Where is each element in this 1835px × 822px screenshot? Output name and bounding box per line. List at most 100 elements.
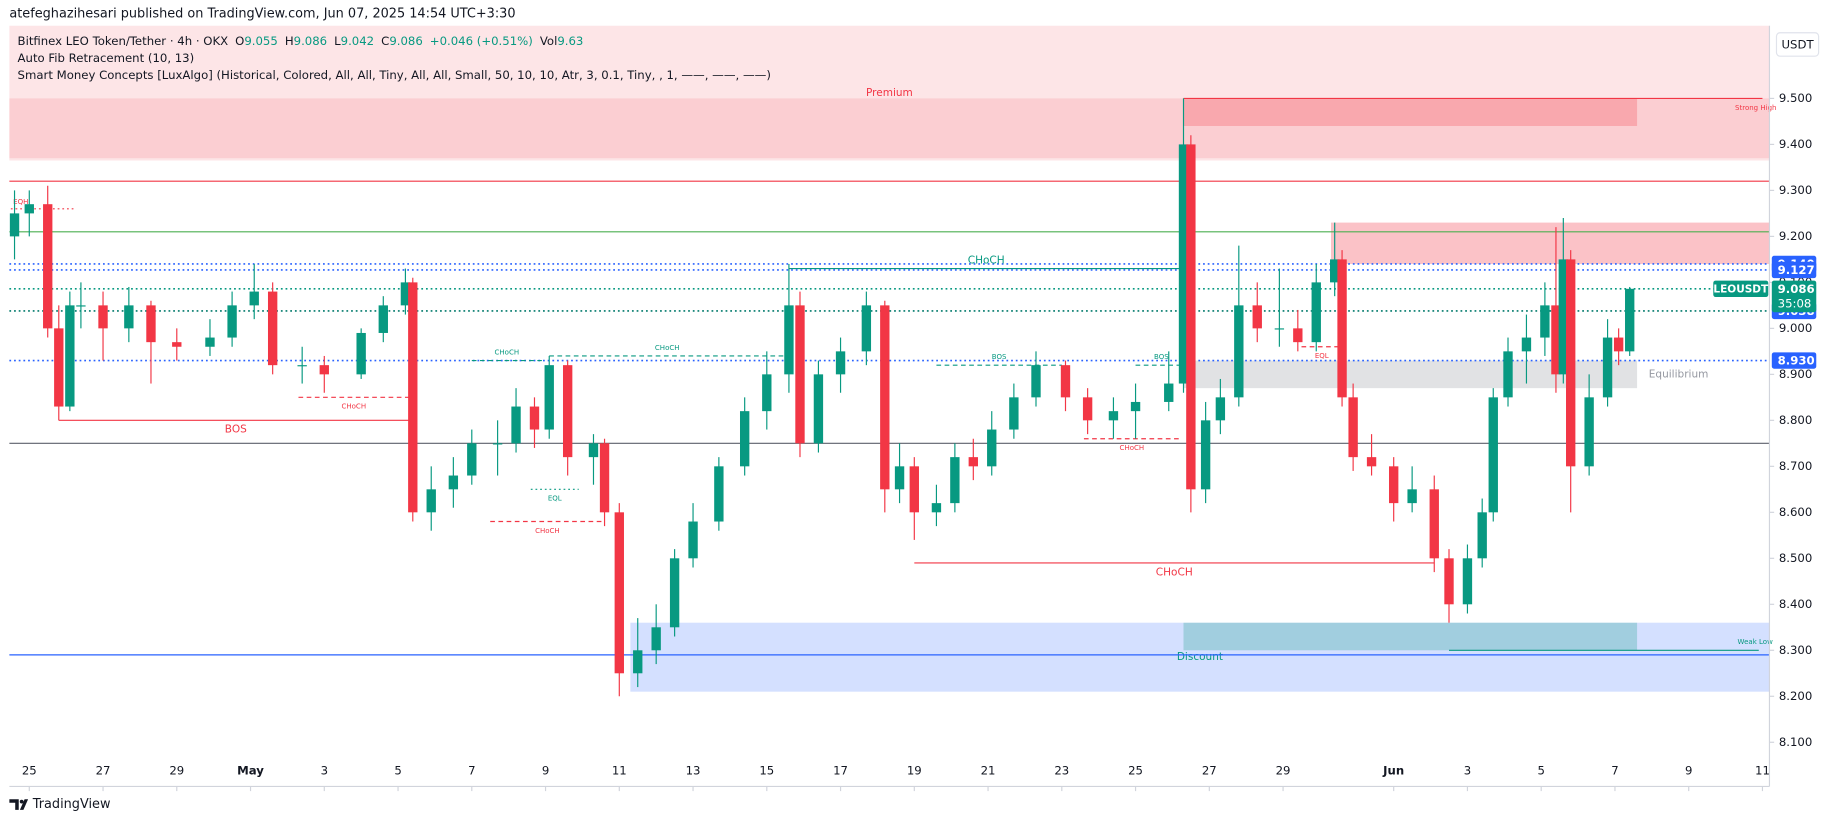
x-tick-label: 3 [321, 764, 328, 778]
candle-body [1130, 401, 1141, 412]
y-tick-label: 9.000 [1779, 321, 1812, 335]
symbol-title: Bitfinex LEO Token/Tether · 4h · OKX [18, 33, 229, 47]
ohlc-key: H [285, 33, 294, 47]
currency[interactable]: USDT [1781, 38, 1814, 52]
candle-body [968, 457, 978, 467]
zone [9, 98, 1770, 159]
y-tick-label: 8.500 [1779, 551, 1812, 565]
y-tick-label: 8.800 [1779, 413, 1812, 427]
axes: 8.100 8.200 8.300 8.400 8.500 8.600 8.700 8.800… [22, 91, 1817, 792]
x-tick-label: 19 [907, 764, 922, 778]
ohlc-key: L [334, 33, 341, 47]
candle-body [146, 305, 156, 343]
candle-body [1186, 144, 1196, 490]
x-tick-label: May [237, 764, 264, 778]
candle-body [599, 443, 610, 513]
x-tick-label: 9 [1685, 764, 1692, 778]
zone [630, 622, 1770, 692]
x-tick-label: 25 [1128, 764, 1143, 778]
last-price-badge [1771, 280, 1817, 313]
candle-body [511, 406, 521, 444]
zone-label: Discount [1177, 651, 1223, 663]
candle-body [1584, 397, 1594, 467]
x-tick-label: 7 [1611, 764, 1618, 778]
candle-body [795, 305, 805, 444]
ohlc-key: C [381, 33, 389, 47]
candle-body [1164, 383, 1174, 402]
ohlc-value: 9.086 [294, 33, 327, 47]
candle-body [1330, 259, 1340, 283]
candle-body [1477, 512, 1487, 559]
structure-label: EQL [548, 494, 562, 503]
volume-value: 9.63 [557, 33, 583, 47]
x-tick-label: 11 [1755, 764, 1770, 778]
candle-body [1082, 397, 1093, 421]
candle-body [950, 457, 960, 504]
structure-label: EQL [1315, 351, 1329, 360]
structure-label: CHoCH [968, 254, 1005, 266]
candle-body [467, 443, 477, 476]
candle-body [1293, 328, 1303, 343]
candle-body [1558, 259, 1569, 375]
candle-body [909, 466, 919, 513]
ohlc-key: O [235, 33, 244, 47]
x-tick-label: 13 [686, 764, 701, 778]
y-tick-label: 8.300 [1779, 643, 1812, 657]
legend-line: Bitfinex LEO Token/Tether · 4h · OKX O 9.0… [18, 33, 584, 47]
x-tick-label: Jun [1382, 764, 1404, 778]
structure-label: BOS [225, 424, 247, 436]
candle-body [1337, 259, 1347, 398]
price-badge-label: 8.930 [1778, 354, 1815, 368]
candle-body [65, 305, 75, 407]
candle-body [784, 305, 794, 375]
structure-label: CHoCH [535, 526, 560, 535]
candle-body [356, 332, 366, 375]
candle-body [1407, 489, 1417, 504]
structure-label: CHoCH [655, 343, 680, 352]
candle-body [762, 374, 772, 412]
y-tick-label: 8.100 [1779, 735, 1812, 749]
countdown: 35:08 [1778, 297, 1812, 311]
structures: BOS CHoCH CHoCH CHoCH EQL CHoCH CHoCH BOS CHoCH B… [10, 97, 1776, 651]
candle-body [1348, 397, 1358, 458]
zone [1183, 622, 1638, 651]
x-tick-label: 3 [1464, 764, 1471, 778]
candle-body [1389, 466, 1399, 504]
y-tick-label: 8.200 [1779, 689, 1812, 703]
zones: Premium Equilibrium Discount [9, 25, 1770, 692]
x-tick-label: 5 [1537, 764, 1544, 778]
candle-body [669, 558, 680, 628]
candle-body [835, 351, 846, 375]
price-badge [1771, 261, 1817, 279]
price-badge [1771, 352, 1817, 369]
y-tick-label: 9.300 [1779, 183, 1812, 197]
currency-button[interactable] [1775, 32, 1820, 57]
structure-label: CHoCH [1156, 566, 1193, 578]
x-tick-label: 23 [1054, 764, 1069, 778]
y-tick-label: 9.200 [1779, 229, 1812, 243]
candle-body [1215, 397, 1226, 421]
brand-logo [9, 799, 29, 810]
candle-body [529, 406, 540, 430]
last-price-label: 9.086 [1778, 282, 1815, 296]
structure-label: CHoCH [341, 402, 366, 411]
structure-label: BOS [1154, 352, 1169, 361]
candle-body [205, 337, 215, 347]
candle-body [1503, 351, 1513, 398]
candle-body [1060, 365, 1071, 398]
x-tick-label: 9 [542, 764, 549, 778]
candle-body [1521, 337, 1532, 352]
ohlc-value: 9.086 [389, 33, 422, 47]
x-tick-label: 25 [22, 764, 37, 778]
x-tick-label: 29 [169, 764, 184, 778]
candles [9, 98, 1635, 697]
candle-body [1429, 489, 1439, 559]
candle-body [1551, 305, 1561, 375]
candle-body [319, 365, 329, 375]
candle-body [1200, 420, 1211, 490]
candle-body [1540, 305, 1550, 338]
candle-body [987, 429, 997, 467]
indicator: Auto Fib Retracement (10, 13) [18, 51, 195, 65]
